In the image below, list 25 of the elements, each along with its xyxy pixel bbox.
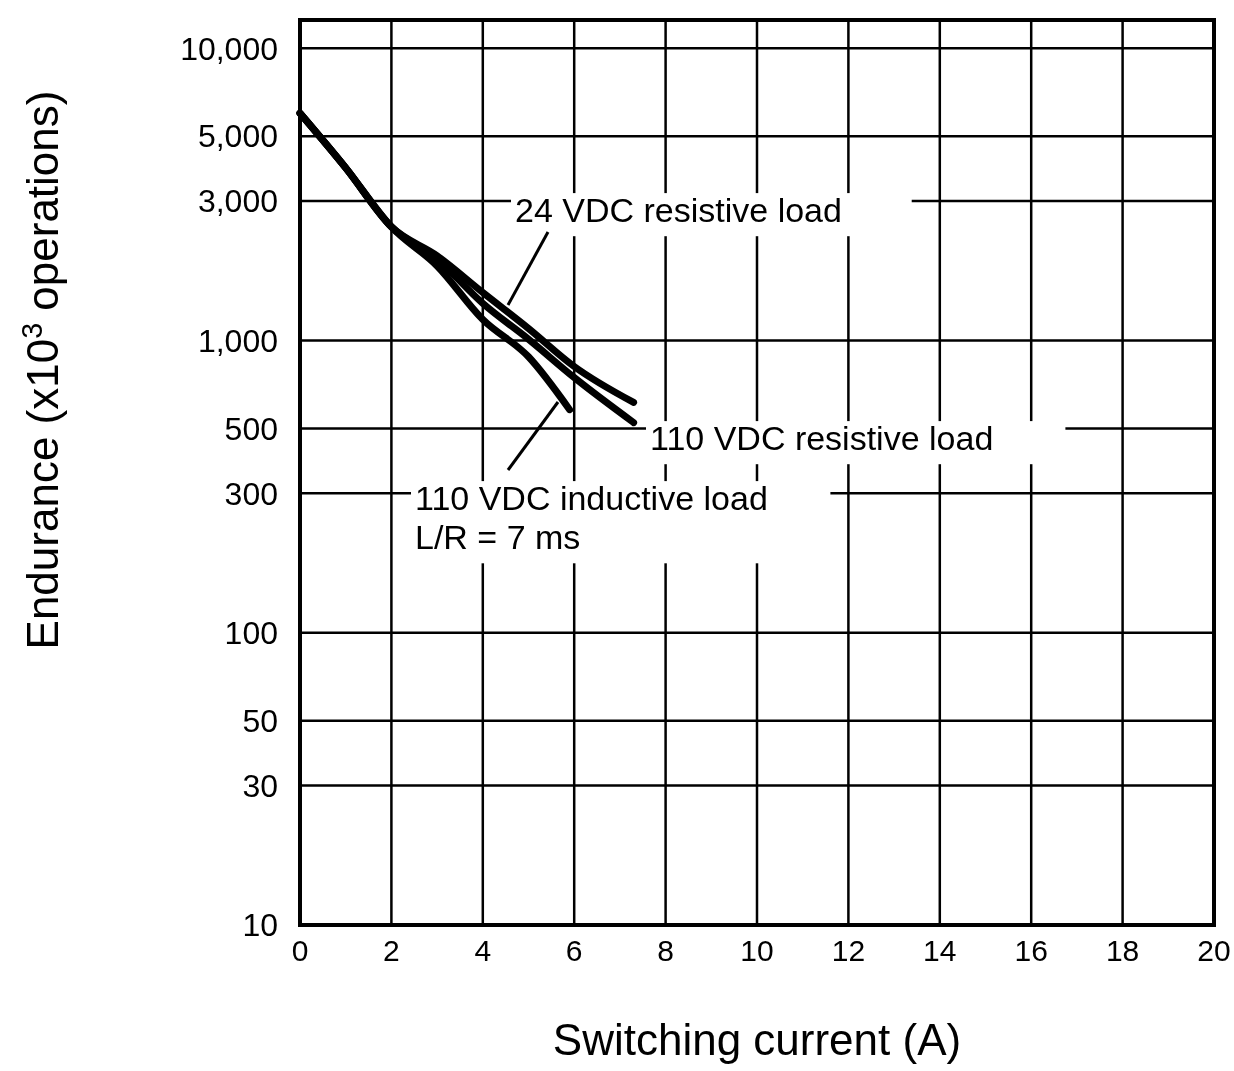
x-tick-label: 14 bbox=[923, 934, 957, 967]
y-tick-label: 30 bbox=[242, 767, 278, 804]
y-tick-label: 500 bbox=[224, 410, 278, 447]
y-tick-label: 10,000 bbox=[180, 30, 278, 67]
y-tick-label: 50 bbox=[242, 702, 278, 739]
x-tick-label: 16 bbox=[1014, 934, 1048, 967]
x-tick-label: 6 bbox=[565, 934, 583, 967]
x-tick-label: 2 bbox=[383, 934, 400, 967]
x-tick-label: 4 bbox=[474, 934, 492, 967]
y-tick-label: 1,000 bbox=[197, 322, 278, 359]
legend-label: 110 VDC inductive load L/R = 7 ms bbox=[415, 479, 768, 557]
y-tick-label: 5,000 bbox=[197, 118, 278, 155]
x-tick-label: 10 bbox=[740, 934, 774, 967]
y-tick-label: 300 bbox=[224, 475, 278, 512]
x-tick-label: 12 bbox=[831, 934, 866, 967]
x-axis-title: Switching current (A) bbox=[552, 1015, 962, 1064]
x-tick-label: 0 bbox=[291, 934, 309, 967]
text: 24 VDC resistive load bbox=[515, 191, 842, 229]
y-tick-label: 3,000 bbox=[197, 183, 278, 220]
y-tick-label: 10 bbox=[242, 907, 278, 944]
x-tick-label: 18 bbox=[1105, 934, 1140, 967]
x-tick-label: 8 bbox=[657, 934, 674, 967]
x-tick-label: 20 bbox=[1197, 934, 1231, 967]
y-tick-label: 100 bbox=[224, 614, 278, 651]
series-label: 110 VDC resistive load bbox=[650, 419, 994, 457]
